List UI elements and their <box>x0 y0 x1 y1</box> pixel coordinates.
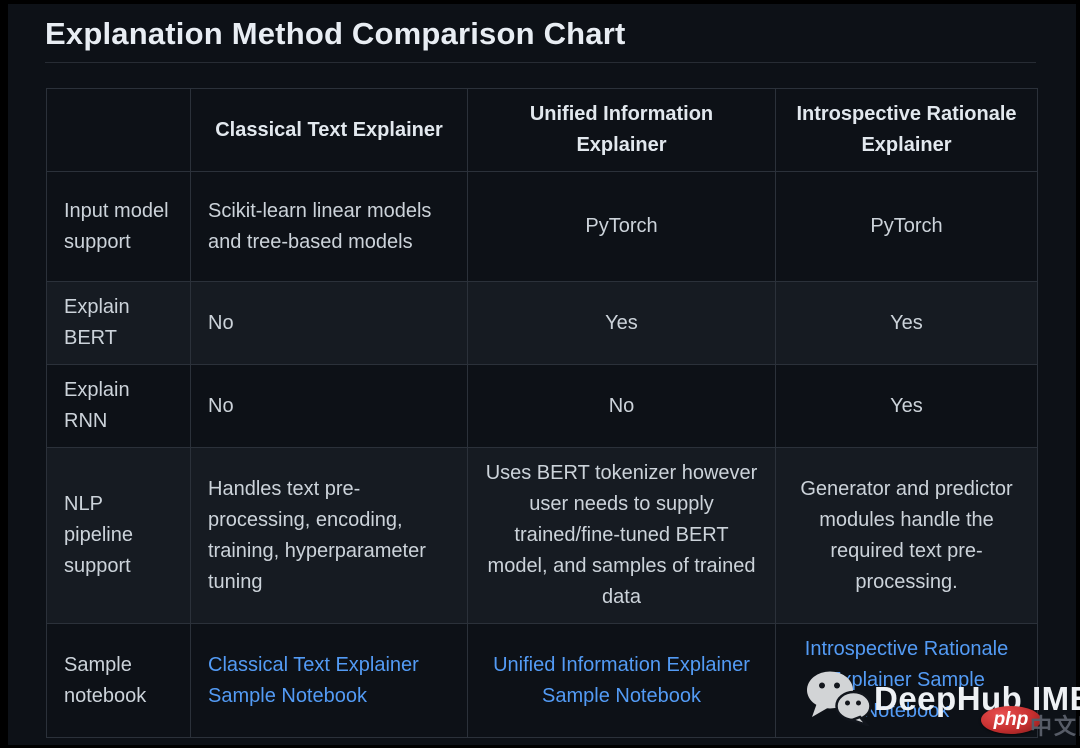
row-label: Explain RNN <box>46 364 191 448</box>
column-header-classical-text-explainer: Classical Text Explainer <box>190 88 468 172</box>
cell-value: No <box>190 281 468 365</box>
comparison-table: Classical Text Explainer Unified Informa… <box>46 88 1038 738</box>
introspective-rationale-explainer-notebook-link[interactable]: Introspective Rationale Explainer Sample… <box>804 638 1009 722</box>
table-row-sample-notebook: Sample notebook Classical Text Explainer… <box>46 623 1038 738</box>
cell-value: Yes <box>775 364 1038 448</box>
cell-value: Handles text pre-processing, encoding, t… <box>190 447 468 624</box>
column-header-unified-information-explainer: Unified Information Explainer <box>467 88 776 172</box>
cell-value: Yes <box>775 281 1038 365</box>
row-label: Explain BERT <box>46 281 191 365</box>
row-label: Input model support <box>46 171 191 282</box>
column-header-introspective-rationale-explainer: Introspective Rationale Explainer <box>775 88 1038 172</box>
title-divider <box>45 62 1036 63</box>
cell-value: PyTorch <box>467 171 776 282</box>
table-row-input-model-support: Input model support Scikit-learn linear … <box>46 171 1038 282</box>
cell-value: Uses BERT tokenizer however user needs t… <box>467 447 776 624</box>
cell-value: Scikit-learn linear models and tree-base… <box>190 171 468 282</box>
rendered-markdown-page: Explanation Method Comparison Chart Clas… <box>8 4 1080 745</box>
page-title: Explanation Method Comparison Chart <box>45 16 626 51</box>
table-row-nlp-pipeline-support: NLP pipeline support Handles text pre-pr… <box>46 447 1038 624</box>
row-label: NLP pipeline support <box>46 447 191 624</box>
cell-value: Generator and predictor modules handle t… <box>775 447 1038 624</box>
cell-value: No <box>190 364 468 448</box>
table-row-explain-rnn: Explain RNN No No Yes <box>46 364 1038 448</box>
unified-information-explainer-notebook-link[interactable]: Unified Information Explainer Sample Not… <box>493 653 750 707</box>
cell-value: No <box>467 364 776 448</box>
row-label: Sample notebook <box>46 623 191 738</box>
cell-value: PyTorch <box>775 171 1038 282</box>
cell-value: Yes <box>467 281 776 365</box>
table-header-row: Classical Text Explainer Unified Informa… <box>46 88 1038 172</box>
classical-text-explainer-notebook-link[interactable]: Classical Text Explainer Sample Notebook <box>208 653 419 707</box>
table-row-explain-bert: Explain BERT No Yes Yes <box>46 281 1038 365</box>
column-header-empty <box>46 88 191 172</box>
